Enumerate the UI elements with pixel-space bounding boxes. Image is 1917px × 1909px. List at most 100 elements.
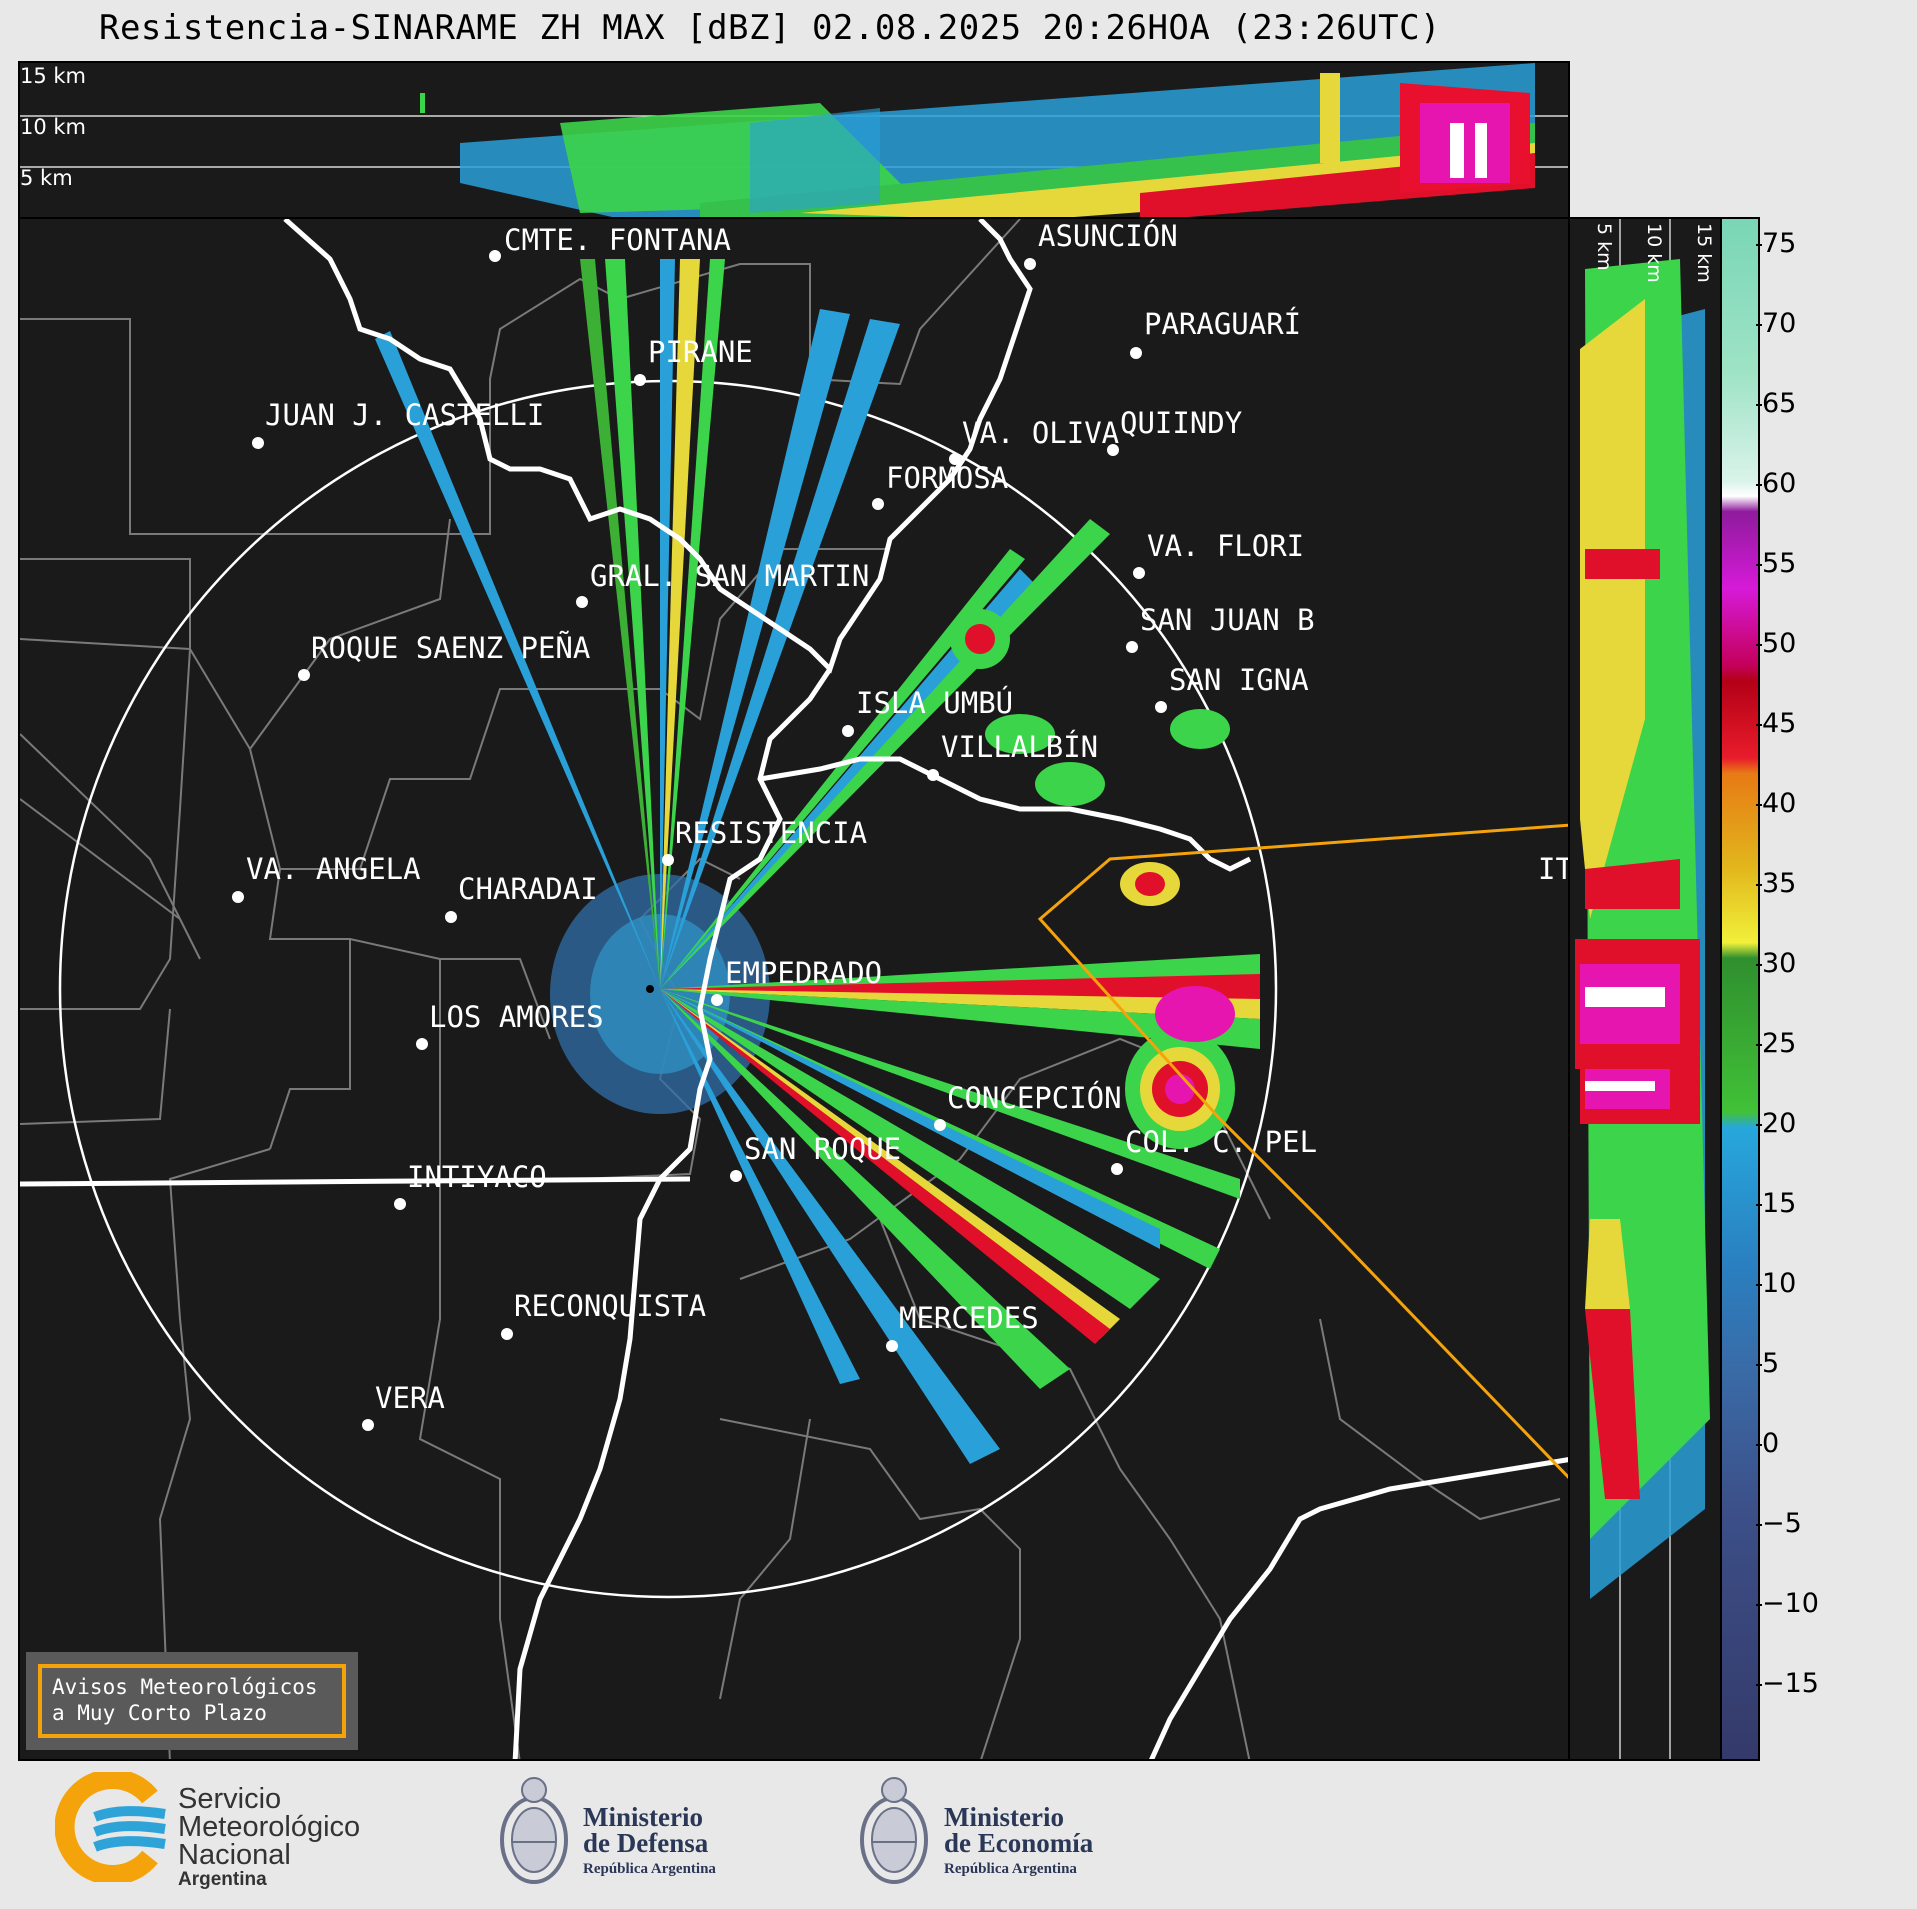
colorbar-tick: 5 [1755,1348,1780,1379]
city-dot [842,725,854,737]
colorbar-tick: 50 [1755,628,1797,659]
colorbar-tick: 25 [1755,1028,1797,1059]
city-label-san-igna: SAN IGNA [1169,663,1309,697]
city-dot [711,994,723,1006]
city-label-roque-saenz-pena: ROQUE SAENZ PEÑA [311,631,590,665]
warning-legend-line1: Avisos Meteorológicos [52,1675,318,1699]
warning-legend-line2: a Muy Corto Plazo [52,1701,267,1725]
city-label-reconquista: RECONQUISTA [514,1289,706,1323]
top-cross-section-panel: 15 km 10 km 5 km [18,61,1570,219]
city-dot [886,1340,898,1352]
smn-line1: Servicio [178,1783,282,1815]
city-dot [1155,701,1167,713]
colorbar-tick: 40 [1755,788,1797,819]
city-dot [934,1119,946,1131]
city-dot [489,250,501,262]
city-label-formosa: FORMOSA [886,461,1008,495]
city-dot [1024,258,1036,270]
side-height-label-10km: 10 km [1643,223,1665,283]
city-dot [872,498,884,510]
city-dot [362,1419,374,1431]
top-height-label-15km: 15 km [20,64,86,88]
side-cross-section-panel: 5 km 10 km 15 km [1568,217,1722,1761]
city-dot [927,769,939,781]
colorbar-tick: 15 [1755,1188,1797,1219]
economia-line3: República Argentina [944,1861,1077,1877]
city-dot [1133,567,1145,579]
city-label-asuncion: ASUNCIÓN [1038,219,1178,253]
defensa-line1: Ministerio [583,1802,703,1832]
department-boundaries [20,219,1561,1759]
economia-line2: de Economía [944,1828,1094,1858]
city-label-isla-umbu: ISLA UMBÚ [856,686,1013,720]
colorbar-tick: 45 [1755,708,1797,739]
city-dot [949,453,961,465]
radar-title: Resistencia-SINARAME ZH MAX [dBZ] 02.08.… [98,8,1442,48]
city-dot [394,1198,406,1210]
colorbar-tick: 75 [1755,228,1797,259]
dbz-colorbar [1720,217,1760,1761]
top-height-label-10km: 10 km [20,115,86,139]
city-dot [501,1328,513,1340]
city-label-charadai: CHARADAI [458,872,598,906]
smn-logo-icon [55,1772,166,1882]
warning-polygon [1037,823,1568,1480]
city-label-it: IT [1538,852,1570,886]
side-height-label-5km: 5 km [1593,223,1615,271]
city-label-san-juan-b: SAN JUAN B [1140,603,1315,637]
colorbar-tick: 35 [1755,868,1797,899]
defensa-logo-text: Ministerio de Defensa República Argentin… [583,1804,716,1882]
warning-legend-box: Avisos Meteorológicos a Muy Corto Plazo [26,1652,358,1750]
city-label-vera: VERA [375,1381,445,1415]
city-dot [576,596,588,608]
colorbar-tick: −5 [1756,1508,1802,1539]
city-label-va-oliva: VA. OLIVA [962,416,1119,450]
colorbar-tick: −15 [1756,1668,1819,1699]
city-dot [445,911,457,923]
city-label-concepcion: CONCEPCIÓN [947,1081,1122,1115]
city-dot [298,669,310,681]
city-dot [1126,641,1138,653]
city-label-intiyaco: INTIYACO [407,1160,547,1194]
city-label-mercedes: MERCEDES [899,1301,1039,1335]
economia-logo-text: Ministerio de Economía República Argenti… [944,1804,1093,1882]
colorbar-tick: 55 [1755,548,1797,579]
city-dot [252,437,264,449]
colorbar-tick: 65 [1755,388,1797,419]
colorbar-tick: 60 [1755,468,1797,499]
city-dot [1107,444,1119,456]
city-markers: CMTE. FONTANA ASUNCIÓN PARAGUARÍ PIRANE … [232,219,1570,1431]
top-height-label-5km: 5 km [20,166,73,190]
smn-line2: Meteorológico [178,1811,361,1843]
colorbar-tick: −10 [1756,1588,1819,1619]
city-dot [232,891,244,903]
city-dot [634,374,646,386]
city-label-va-flori: VA. FLORI [1147,529,1304,563]
city-label-cmte-fontana: CMTE. FONTANA [504,223,731,257]
side-cross-section-plot: 5 km 10 km 15 km [1575,219,1715,1759]
economia-shield-icon [860,1777,928,1884]
city-dot [416,1038,428,1050]
city-dot [1111,1163,1123,1175]
city-label-quiindy: QUIINDY [1120,406,1242,440]
city-label-col-c-pel: COL. C. PEL [1125,1125,1317,1159]
city-dot [1130,347,1142,359]
rivers-borders [20,219,1568,1759]
colorbar-tick: 20 [1755,1108,1797,1139]
radar-center-marker [646,985,654,993]
city-label-juan-j-castelli: JUAN J. CASTELLI [265,398,544,432]
colorbar-tick: 70 [1755,308,1797,339]
city-dot [730,1170,742,1182]
city-label-pirane: PIRANE [648,335,753,369]
colorbar-tick: 10 [1755,1268,1797,1299]
smn-line3: Nacional [178,1839,291,1871]
city-label-los-amores: LOS AMORES [429,1000,604,1034]
radar-map-panel: CMTE. FONTANA ASUNCIÓN PARAGUARÍ PIRANE … [18,217,1570,1761]
city-label-paraguari: PARAGUARÍ [1144,307,1301,341]
city-label-san-roque: SAN ROQUE [744,1132,901,1166]
defensa-line3: República Argentina [583,1861,716,1877]
smn-line4: Argentina [178,1869,267,1890]
city-label-villalbin: VILLALBÍN [941,730,1098,764]
side-height-label-15km: 15 km [1693,223,1715,283]
city-label-resistencia: RESISTENCIA [675,816,867,850]
